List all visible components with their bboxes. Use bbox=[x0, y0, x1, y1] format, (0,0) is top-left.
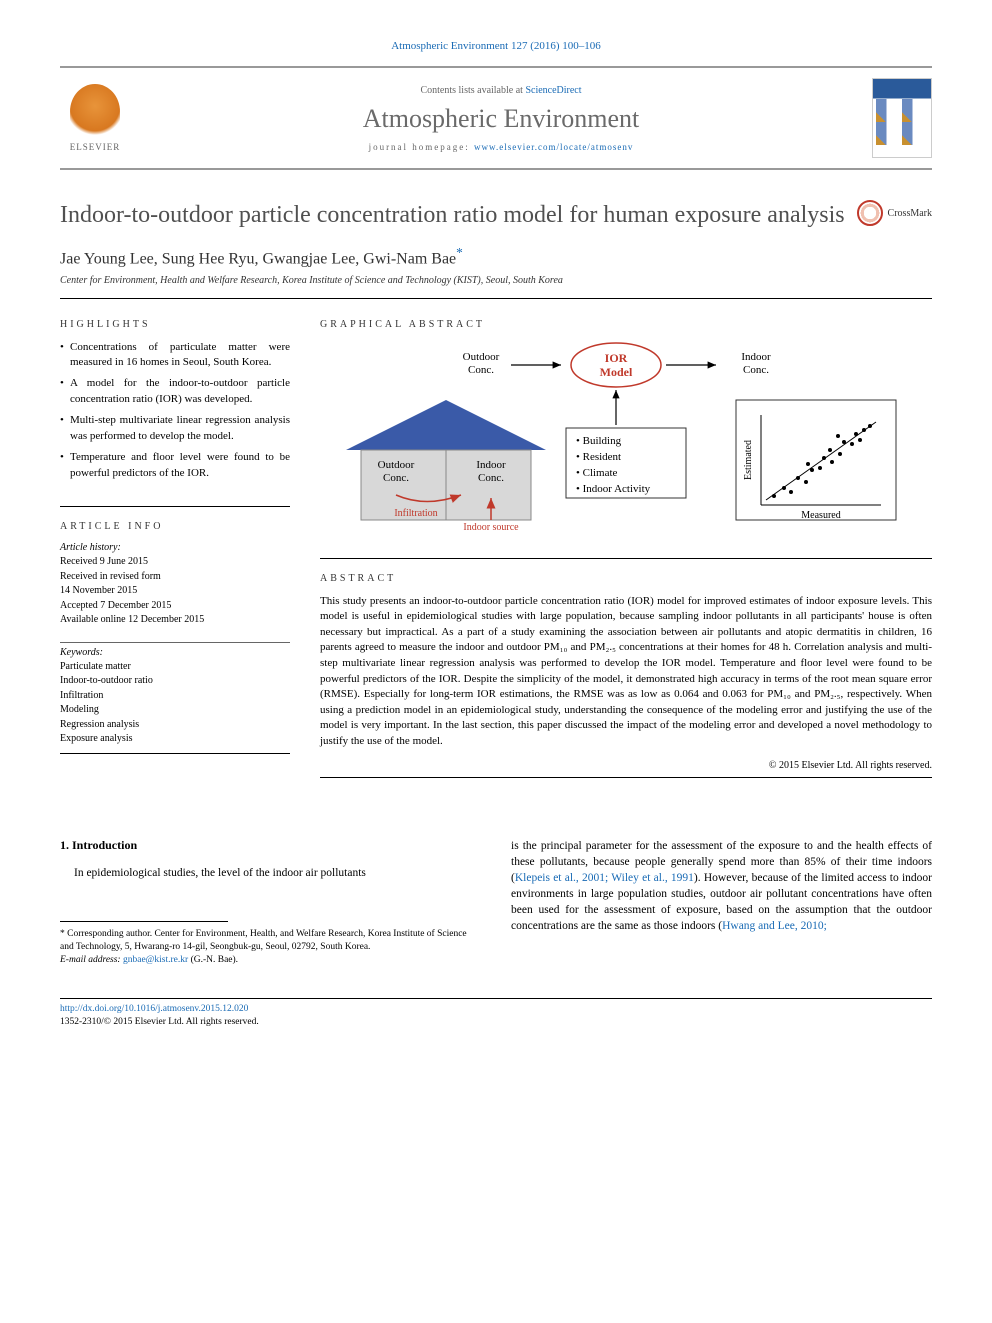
ga-outdoor-conc-label2: Conc. bbox=[383, 472, 409, 484]
abstract-heading: ABSTRACT bbox=[320, 573, 932, 584]
title-row: Indoor-to-outdoor particle concentration… bbox=[60, 200, 932, 231]
email-who: (G.-N. Bae). bbox=[188, 955, 238, 965]
highlights-heading: HIGHLIGHTS bbox=[60, 319, 290, 330]
highlights-section: HIGHLIGHTS Concentrations of particulate… bbox=[60, 319, 290, 483]
intro-heading: 1. Introduction bbox=[60, 838, 481, 853]
header-center: Contents lists available at ScienceDirec… bbox=[130, 85, 872, 152]
abstract-text: This study presents an indoor-to-outdoor… bbox=[320, 594, 932, 750]
homepage-prefix: journal homepage: bbox=[369, 142, 474, 152]
ga-bullet: • Climate bbox=[576, 467, 618, 479]
keyword: Modeling bbox=[60, 703, 290, 718]
article-title: Indoor-to-outdoor particle concentration… bbox=[60, 200, 857, 231]
graphical-abstract-heading: GRAPHICAL ABSTRACT bbox=[320, 319, 932, 330]
journal-cover-thumbnail[interactable] bbox=[872, 78, 932, 158]
graphical-abstract: Outdoor Conc. Indoor Conc. Infiltration … bbox=[320, 340, 932, 534]
left-column: HIGHLIGHTS Concentrations of particulate… bbox=[60, 319, 290, 778]
crossmark-label: CrossMark bbox=[888, 208, 932, 219]
body-left-column: 1. Introduction In epidemiological studi… bbox=[60, 838, 481, 968]
keyword: Particulate matter bbox=[60, 660, 290, 675]
elsevier-label: ELSEVIER bbox=[70, 142, 121, 152]
body-two-column: 1. Introduction In epidemiological studi… bbox=[60, 838, 932, 968]
ga-scatter-frame bbox=[736, 400, 896, 520]
ga-outdoor-top-label2: Conc. bbox=[468, 364, 494, 376]
corresponding-footnote: * Corresponding author. Center for Envir… bbox=[60, 928, 481, 955]
journal-header: ELSEVIER Contents lists available at Sci… bbox=[60, 66, 932, 170]
right-column: GRAPHICAL ABSTRACT Outdoor Conc. Indoor … bbox=[320, 319, 932, 778]
house-roof-icon bbox=[346, 400, 546, 450]
citation-link[interactable]: Klepeis et al., 2001; Wiley et al., 1991 bbox=[515, 872, 694, 884]
body-right-column: is the principal parameter for the asses… bbox=[511, 838, 932, 968]
doi-link[interactable]: http://dx.doi.org/10.1016/j.atmosenv.201… bbox=[60, 1004, 248, 1014]
authors-names: Jae Young Lee, Sung Hee Ryu, Gwangjae Le… bbox=[60, 251, 456, 268]
ga-ior-label: IOR bbox=[605, 351, 628, 365]
abstract-section: ABSTRACT This study presents an indoor-t… bbox=[320, 558, 932, 778]
footnote-separator bbox=[60, 921, 228, 922]
keywords-block: Particulate matter Indoor-to-outdoor rat… bbox=[60, 660, 290, 754]
keyword: Regression analysis bbox=[60, 718, 290, 733]
issn-line: 1352-2310/© 2015 Elsevier Ltd. All right… bbox=[60, 1017, 259, 1027]
elsevier-logo[interactable]: ELSEVIER bbox=[60, 78, 130, 158]
keyword: Infiltration bbox=[60, 689, 290, 704]
affiliation: Center for Environment, Health and Welfa… bbox=[60, 275, 932, 299]
copyright-line: © 2015 Elsevier Ltd. All rights reserved… bbox=[320, 760, 932, 778]
history-block: Received 9 June 2015 Received in revised… bbox=[60, 555, 290, 628]
highlight-item: A model for the indoor-to-outdoor partic… bbox=[60, 376, 290, 408]
article-info-section: ARTICLE INFO Article history: Received 9… bbox=[60, 506, 290, 754]
ga-outdoor-top-label: Outdoor bbox=[463, 351, 500, 363]
sciencedirect-link[interactable]: ScienceDirect bbox=[525, 85, 581, 96]
email-link[interactable]: gnbae@kist.re.kr bbox=[123, 955, 188, 965]
homepage-line: journal homepage: www.elsevier.com/locat… bbox=[130, 142, 872, 152]
history-label: Article history: bbox=[60, 542, 290, 553]
footer-info: http://dx.doi.org/10.1016/j.atmosenv.201… bbox=[60, 998, 932, 1030]
scatter-y-label: Estimated bbox=[743, 440, 754, 480]
ga-indoor-top-label2: Conc. bbox=[743, 364, 769, 376]
ga-infiltration-label: Infiltration bbox=[394, 508, 437, 519]
history-line: 14 November 2015 bbox=[60, 584, 290, 599]
citation-link[interactable]: Hwang and Lee, 2010; bbox=[722, 920, 827, 932]
contents-line: Contents lists available at ScienceDirec… bbox=[130, 85, 872, 96]
keyword: Exposure analysis bbox=[60, 732, 290, 747]
highlight-item: Multi-step multivariate linear regressio… bbox=[60, 413, 290, 445]
ga-outdoor-conc-label: Outdoor bbox=[378, 459, 415, 471]
history-line: Received 9 June 2015 bbox=[60, 555, 290, 570]
corresponding-marker[interactable]: * bbox=[456, 245, 463, 260]
contents-prefix: Contents lists available at bbox=[420, 85, 525, 96]
crossmark-icon bbox=[857, 200, 883, 226]
scatter-x-label: Measured bbox=[801, 510, 840, 521]
crossmark-badge[interactable]: CrossMark bbox=[857, 200, 932, 226]
ga-indoor-source-label: Indoor source bbox=[463, 522, 519, 530]
email-footnote: E-mail address: gnbae@kist.re.kr (G.-N. … bbox=[60, 954, 481, 967]
article-info-heading: ARTICLE INFO bbox=[60, 521, 290, 532]
highlight-item: Concentrations of particulate matter wer… bbox=[60, 340, 290, 372]
homepage-link[interactable]: www.elsevier.com/locate/atmosenv bbox=[474, 142, 633, 152]
ga-indoor-top-label: Indoor bbox=[741, 351, 771, 363]
keywords-label: Keywords: bbox=[60, 642, 290, 658]
keyword: Indoor-to-outdoor ratio bbox=[60, 674, 290, 689]
ga-indoor-conc-label2: Conc. bbox=[478, 472, 504, 484]
ga-indoor-conc-label: Indoor bbox=[476, 459, 506, 471]
email-label: E-mail address: bbox=[60, 955, 123, 965]
history-line: Accepted 7 December 2015 bbox=[60, 599, 290, 614]
intro-paragraph-left: In epidemiological studies, the level of… bbox=[60, 865, 481, 881]
journal-reference: Atmospheric Environment 127 (2016) 100–1… bbox=[60, 40, 932, 52]
history-line: Available online 12 December 2015 bbox=[60, 613, 290, 628]
highlights-list: Concentrations of particulate matter wer… bbox=[60, 340, 290, 483]
authors-line: Jae Young Lee, Sung Hee Ryu, Gwangjae Le… bbox=[60, 245, 932, 268]
ga-model-label: Model bbox=[600, 365, 633, 379]
highlight-item: Temperature and floor level were found t… bbox=[60, 450, 290, 482]
journal-name: Atmospheric Environment bbox=[130, 104, 872, 134]
intro-paragraph-right: is the principal parameter for the asses… bbox=[511, 838, 932, 935]
ga-bullet: • Resident bbox=[576, 451, 621, 463]
graphical-abstract-svg: Outdoor Conc. Indoor Conc. Infiltration … bbox=[320, 340, 932, 530]
ga-bullet: • Building bbox=[576, 435, 622, 447]
elsevier-tree-icon bbox=[70, 84, 120, 139]
ga-bullet: • Indoor Activity bbox=[576, 483, 651, 495]
upper-two-column: HIGHLIGHTS Concentrations of particulate… bbox=[60, 319, 932, 778]
history-line: Received in revised form bbox=[60, 570, 290, 585]
